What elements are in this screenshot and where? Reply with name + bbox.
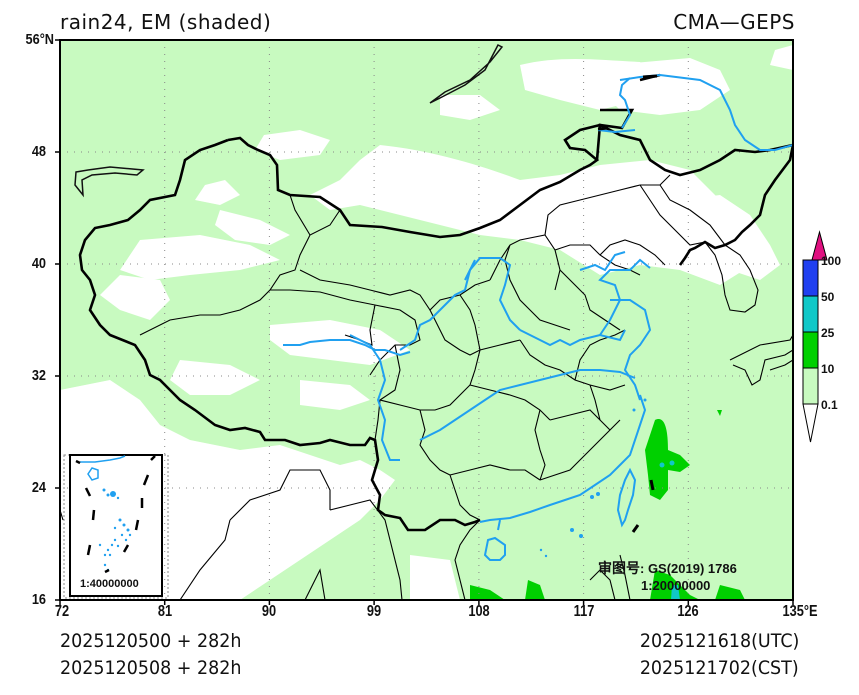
- colorbar: [802, 230, 828, 443]
- x-tick-81: 81: [157, 603, 173, 620]
- y-tick-48: 48: [31, 143, 46, 160]
- x-tick-90: 90: [261, 603, 277, 620]
- colorbar-label-0.1: 0.1: [821, 398, 838, 412]
- approval-label: 审图号: [598, 561, 640, 577]
- x-tick-72: 72: [54, 603, 70, 620]
- y-tick-16: 16: [31, 591, 46, 608]
- init-time-cst: 2025120508 + 282h: [60, 657, 242, 679]
- y-tick-24: 24: [31, 479, 46, 496]
- y-tick-56: 56°N: [25, 31, 54, 48]
- valid-time-cst: 2025121702(CST): [640, 657, 799, 679]
- x-tick-126: 126: [677, 603, 699, 620]
- colorbar-label-25: 25: [821, 326, 835, 340]
- inset-scale: 1:40000000: [80, 578, 139, 590]
- x-tick-99: 99: [366, 603, 382, 620]
- colorbar-label-50: 50: [821, 290, 835, 304]
- colorbar-label-10: 10: [821, 362, 835, 376]
- colorbar-label-100: 100: [821, 254, 842, 268]
- valid-time-utc: 2025121618(UTC): [639, 630, 799, 652]
- map-boundaries: [60, 43, 793, 600]
- chart-title: rain24, EM (shaded): [60, 10, 272, 34]
- approval-code: : GS(2019) 1786: [640, 561, 737, 576]
- x-tick-135: 135°E: [782, 603, 818, 620]
- x-tick-108: 108: [468, 603, 490, 620]
- init-time-utc: 2025120500 + 282h: [60, 630, 242, 652]
- model-name: CMA—GEPS: [673, 10, 795, 34]
- plot-frame: [59, 39, 794, 601]
- y-tick-40: 40: [31, 255, 46, 272]
- grid-lines: [60, 40, 793, 600]
- inset-map: [63, 454, 169, 599]
- map-approval-number: 审图号: GS(2019) 1786: [598, 558, 737, 578]
- x-tick-117: 117: [573, 603, 595, 620]
- y-tick-32: 32: [31, 367, 46, 384]
- map-scale: 1:20000000: [641, 578, 711, 593]
